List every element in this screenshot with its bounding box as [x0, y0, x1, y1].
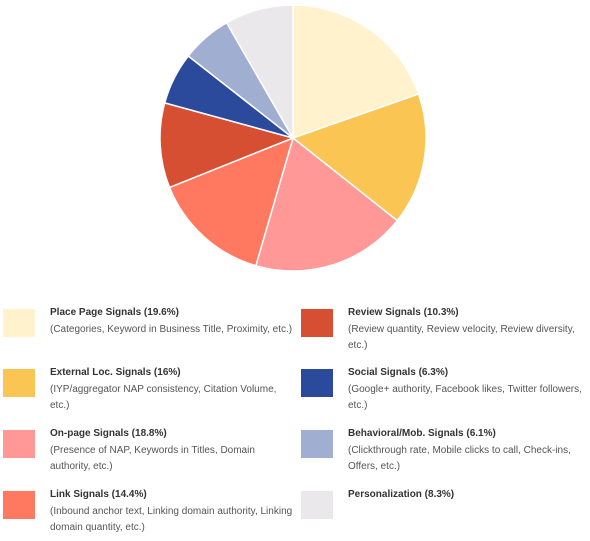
legend-text: On-page Signals (18.8%) (Presence of NAP…	[50, 427, 293, 475]
legend-title: Review Signals (10.3%)	[348, 307, 459, 318]
legend-title: On-page Signals (18.8%)	[50, 428, 167, 439]
legend-desc: (Clickthrough rate, Mobile clicks to cal…	[348, 445, 571, 472]
legend-desc: (Inbound anchor text, Linking domain aut…	[50, 506, 293, 533]
legend-swatch	[301, 309, 333, 337]
legend-text: Link Signals (14.4%) (Inbound anchor tex…	[50, 488, 293, 536]
pie-slice-external-loc-signals	[292, 93, 427, 222]
legend-swatch	[3, 491, 35, 519]
pie-slice-link-signals	[168, 137, 294, 267]
legend-swatch	[301, 430, 333, 458]
legend-title: Social Signals (6.3%)	[348, 367, 449, 378]
pie-slice-on-page-signals	[255, 137, 398, 272]
legend-title: Place Page Signals (19.6%)	[50, 307, 179, 318]
legend-swatch	[3, 309, 35, 337]
legend-desc: (Categories, Keyword in Business Title, …	[50, 324, 293, 335]
pie-chart	[159, 4, 427, 272]
legend-desc: (Google+ authority, Facebook likes, Twit…	[348, 384, 582, 411]
legend-desc: (Presence of NAP, Keywords in Titles, Do…	[50, 445, 255, 472]
pie-slice-personalization	[225, 4, 294, 139]
legend-desc: (IYP/aggregator NAP consistency, Citatio…	[50, 384, 277, 411]
legend-desc: (Review quantity, Review velocity, Revie…	[348, 324, 575, 351]
legend-title: External Loc. Signals (16%)	[50, 367, 181, 378]
legend-text: Review Signals (10.3%) (Review quantity,…	[348, 306, 590, 354]
legend-title: Link Signals (14.4%)	[50, 489, 147, 500]
legend-text: Social Signals (6.3%) (Google+ authority…	[348, 366, 590, 414]
legend-swatch	[301, 369, 333, 397]
legend-text: Personalization (8.3%)	[348, 488, 590, 504]
legend-swatch	[3, 430, 35, 458]
legend-swatch	[3, 369, 35, 397]
legend-title: Personalization (8.3%)	[348, 489, 455, 500]
legend-text: Place Page Signals (19.6%) (Categories, …	[50, 306, 293, 338]
legend-swatch	[301, 491, 333, 519]
legend-text: External Loc. Signals (16%) (IYP/aggrega…	[50, 366, 293, 414]
legend-title: Behavioral/Mob. Signals (6.1%)	[348, 428, 496, 439]
legend-text: Behavioral/Mob. Signals (6.1%) (Clickthr…	[348, 427, 590, 475]
pie-slice-review-signals	[159, 102, 294, 189]
